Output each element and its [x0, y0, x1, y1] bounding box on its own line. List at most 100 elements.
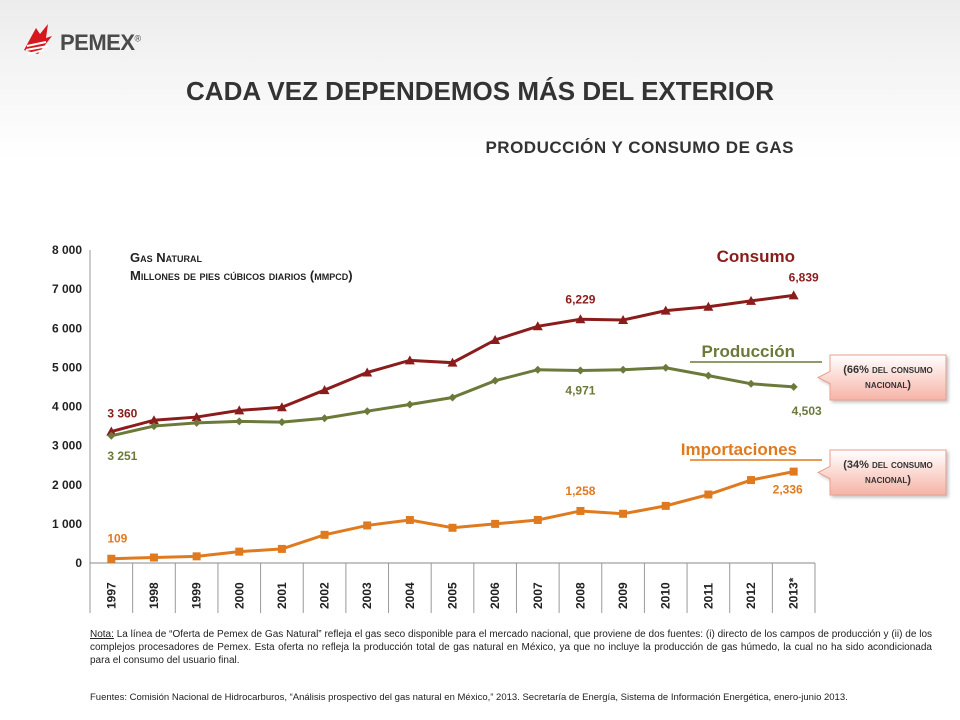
- chart-series: [106, 290, 799, 563]
- series-line-importaciones: [111, 470, 794, 561]
- series-name-label: Producción: [701, 342, 795, 361]
- chart-overlays: 3 360 6,229 6,839 3 251 4,971 4,503 109 1,258 2,…: [107, 242, 947, 546]
- data-point: [491, 519, 500, 528]
- data-label: 109: [107, 532, 127, 546]
- data-point: [234, 405, 245, 415]
- data-point: [660, 305, 671, 315]
- callout-text: nacional): [865, 474, 911, 486]
- data-point: [363, 521, 372, 530]
- data-point: [532, 321, 543, 331]
- x-tick-label: 2002: [318, 582, 332, 609]
- data-label: 4,971: [565, 384, 595, 398]
- x-tick-label: 1997: [104, 582, 118, 609]
- y-tick-label: 1 000: [52, 517, 82, 531]
- data-point: [789, 382, 798, 391]
- data-point: [192, 552, 201, 561]
- data-label: 3 360: [107, 407, 137, 421]
- series-name-label: Consumo: [717, 247, 795, 266]
- y-tick-label: 3 000: [52, 439, 82, 453]
- callout-box: [816, 449, 947, 496]
- data-point: [447, 357, 458, 367]
- data-point: [149, 553, 158, 562]
- data-point: [619, 509, 628, 518]
- data-point: [277, 418, 286, 427]
- x-tick-label: 2008: [573, 582, 587, 609]
- data-point: [191, 412, 202, 422]
- data-point: [448, 523, 457, 532]
- x-tick-label: 2010: [659, 582, 673, 609]
- page-title: CADA VEZ DEPENDEMOS MÁS DEL EXTERIOR: [186, 76, 774, 106]
- data-point: [363, 407, 372, 416]
- unit-box: [120, 242, 500, 288]
- data-point: [491, 376, 500, 385]
- data-point: [362, 367, 373, 377]
- y-tick-label: 0: [75, 556, 82, 570]
- brand-wordmark: PEMEX®: [60, 30, 141, 55]
- data-point: [235, 417, 244, 426]
- data-point: [148, 415, 159, 425]
- data-label: 3 251: [107, 449, 137, 463]
- unit-line-2: Millones de pies cúbicos diarios (mmpcd): [130, 268, 353, 283]
- pemex-eagle-icon: [24, 24, 52, 55]
- data-point: [319, 385, 330, 395]
- note-text: Nota: La línea de “Oferta de Pemex de Ga…: [90, 629, 932, 666]
- x-tick-label: 2011: [701, 583, 715, 609]
- data-point: [575, 314, 586, 324]
- data-point: [405, 400, 414, 409]
- data-point: [149, 422, 158, 431]
- unit-line-1: Gas Natural: [130, 250, 202, 265]
- callout-text: (34% del consumo: [843, 459, 933, 471]
- note-label: Nota:: [90, 629, 114, 640]
- data-point: [618, 315, 629, 325]
- data-point: [704, 490, 713, 499]
- data-point: [277, 544, 286, 553]
- data-point: [576, 366, 585, 375]
- data-point: [789, 467, 798, 476]
- callout-text: (66% del consumo: [843, 364, 933, 376]
- callout-text: nacional): [865, 379, 911, 391]
- y-tick-label: 4 000: [52, 400, 82, 414]
- x-tick-label: 2001: [275, 582, 289, 609]
- data-point: [192, 418, 201, 427]
- data-point: [448, 393, 457, 402]
- callout-box: [816, 354, 947, 401]
- data-point: [788, 290, 799, 300]
- data-point: [404, 355, 415, 365]
- data-point: [619, 365, 628, 374]
- x-tick-label: 2013*: [787, 577, 801, 609]
- pemex-logo: PEMEX®: [18, 20, 158, 60]
- y-tick-label: 5 000: [52, 360, 82, 374]
- data-point: [107, 431, 116, 440]
- series-line-producción: [110, 366, 794, 438]
- x-tick-label: 2007: [531, 582, 545, 609]
- data-point: [490, 334, 501, 344]
- x-tick-label: 2005: [446, 582, 460, 609]
- chart-axes: 0 1 000 2 000 3 000 4 000 5 000 6 000 7 000 8 00…: [52, 243, 816, 613]
- x-tick-label: 1999: [190, 582, 204, 609]
- data-point: [405, 515, 414, 524]
- x-tick-label: 2004: [403, 582, 417, 609]
- data-point: [746, 295, 757, 305]
- data-label: 2,336: [773, 483, 803, 497]
- data-point: [661, 363, 670, 372]
- x-tick-label: 2006: [488, 582, 502, 609]
- data-point: [747, 379, 756, 388]
- x-tick-label: 2000: [232, 582, 246, 609]
- data-point: [661, 501, 670, 510]
- data-point: [533, 515, 542, 524]
- y-tick-label: 2 000: [52, 478, 82, 492]
- data-point: [235, 547, 244, 556]
- data-label: 1,258: [565, 484, 595, 498]
- data-point: [703, 301, 714, 311]
- data-point: [320, 414, 329, 423]
- data-label: 4,503: [792, 404, 822, 418]
- data-label: 6,229: [565, 292, 595, 306]
- data-point: [107, 554, 116, 563]
- y-tick-label: 6 000: [52, 321, 82, 335]
- data-point: [276, 402, 287, 412]
- series-name-label: Importaciones: [681, 440, 797, 459]
- data-point: [106, 426, 117, 436]
- data-point: [320, 530, 329, 539]
- sources-text: Fuentes: Comisión Nacional de Hidrocarbu…: [90, 692, 848, 703]
